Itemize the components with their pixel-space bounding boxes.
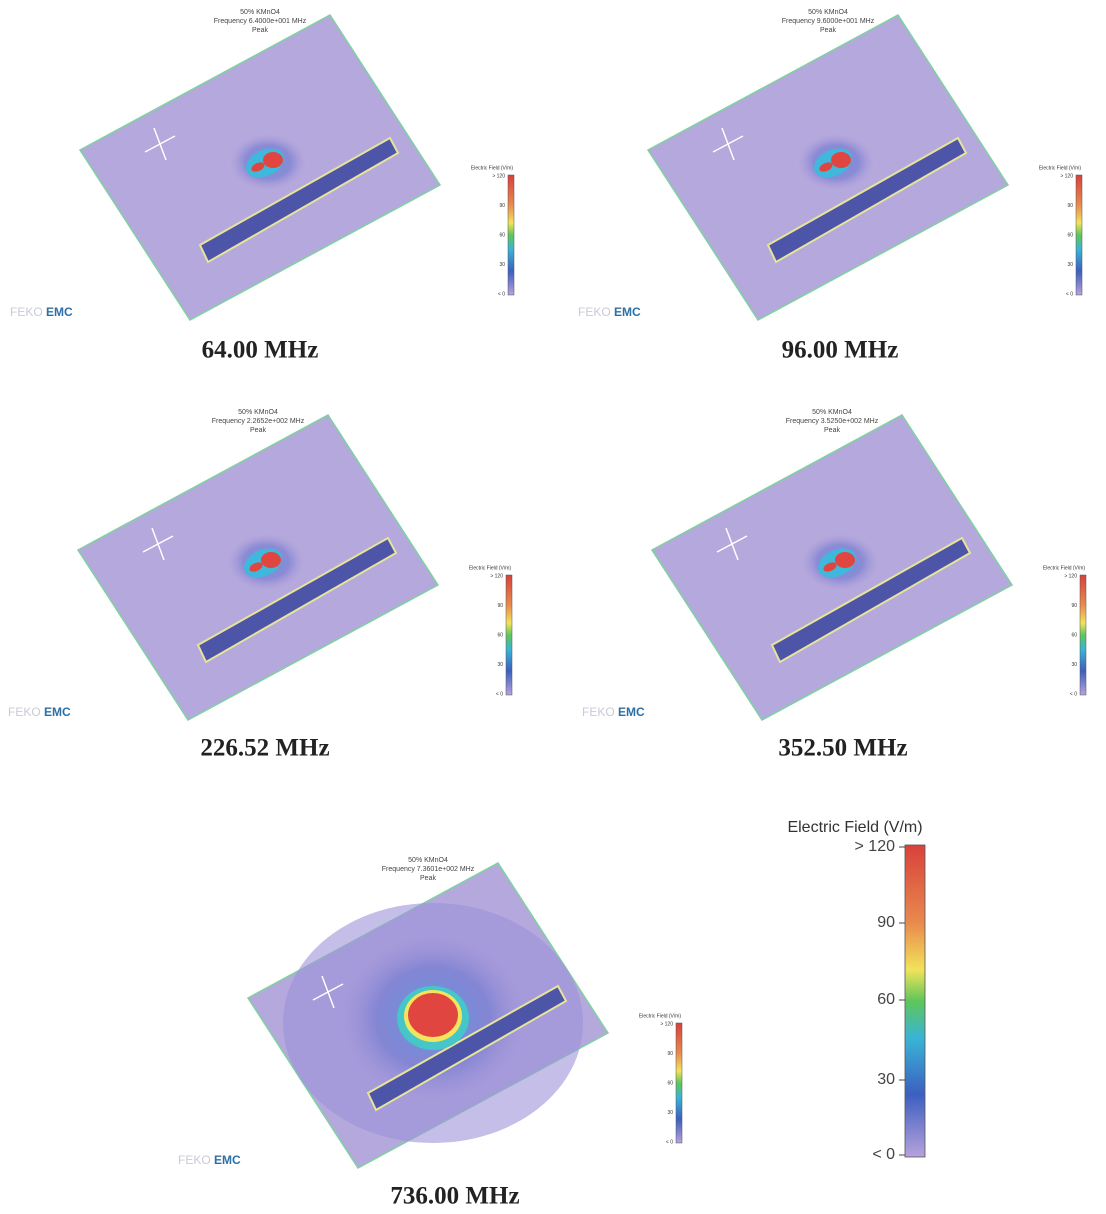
colorbar-label: 30 bbox=[499, 262, 505, 268]
axis-cross bbox=[725, 527, 739, 561]
panel-header: Peak bbox=[420, 875, 436, 882]
dielectric-bar bbox=[770, 536, 972, 664]
colorbar-label: 60 bbox=[1071, 632, 1077, 638]
axis-cross bbox=[321, 975, 335, 1009]
panel-header: Peak bbox=[820, 27, 836, 34]
caption: 736.00 MHz bbox=[390, 1183, 519, 1210]
axis-cross bbox=[153, 127, 167, 161]
logo-brand: FEKO bbox=[582, 705, 615, 719]
hotspot-red bbox=[251, 162, 265, 172]
simulation-panel: 50% KMnO4 Frequency 7.3601e+002 MHz Peak El… bbox=[178, 857, 683, 1169]
caption: 96.00 MHz bbox=[782, 337, 899, 364]
colorbar-label: > 120 bbox=[1060, 173, 1073, 179]
colorbar-label: 30 bbox=[497, 662, 503, 668]
legend-label: 60 bbox=[877, 991, 895, 1008]
legend-label: < 0 bbox=[872, 1146, 895, 1163]
colorbar-label: > 120 bbox=[492, 173, 505, 179]
panel-header: Frequency 6.4000e+001 MHz bbox=[214, 18, 307, 25]
caption: 352.50 MHz bbox=[778, 735, 907, 762]
axis-cross bbox=[721, 127, 735, 161]
colorbar-label: 90 bbox=[497, 603, 503, 609]
logo-product: EMC bbox=[618, 705, 645, 719]
legend-title: Electric Field (V/m) bbox=[787, 819, 922, 836]
simulation-panel: 50% KMnO4 Frequency 9.6000e+001 MHz Peak El… bbox=[578, 9, 1083, 321]
hotspot-red bbox=[831, 152, 851, 168]
colorbar-title: Electric Field (V/m) bbox=[471, 165, 514, 171]
panel-header: Frequency 3.5250e+002 MHz bbox=[786, 418, 879, 425]
colorbar bbox=[675, 1022, 683, 1144]
dielectric-bar bbox=[196, 536, 398, 664]
panel-header: Frequency 2.2652e+002 MHz bbox=[212, 418, 305, 425]
logo-brand: FEKO bbox=[178, 1153, 211, 1167]
dielectric-bar bbox=[366, 984, 568, 1112]
colorbar-label: 90 bbox=[1071, 603, 1077, 609]
legend-label: 90 bbox=[877, 914, 895, 931]
panel-header: Peak bbox=[824, 427, 840, 434]
colorbar-label: > 120 bbox=[1064, 573, 1077, 579]
panel-header: Frequency 9.6000e+001 MHz bbox=[782, 18, 875, 25]
hotspot-red bbox=[261, 552, 281, 568]
panel-header: Peak bbox=[252, 27, 268, 34]
colorbar-label: < 0 bbox=[498, 291, 505, 297]
hotspot-red bbox=[263, 152, 283, 168]
panel-header: Frequency 7.3601e+002 MHz bbox=[382, 866, 475, 873]
colorbar-label: > 120 bbox=[660, 1021, 673, 1027]
legend-label: > 120 bbox=[855, 838, 896, 855]
logo-product: EMC bbox=[614, 305, 641, 319]
hotspot-red bbox=[823, 562, 837, 572]
legend-label: 30 bbox=[877, 1071, 895, 1088]
colorbar-label: 30 bbox=[1071, 662, 1077, 668]
simulation-panel: 50% KMnO4 Frequency 2.2652e+002 MHz Peak El… bbox=[8, 409, 513, 721]
colorbar-label: < 0 bbox=[496, 691, 503, 697]
panel-header: 50% KMnO4 bbox=[808, 9, 848, 16]
logo-brand: FEKO bbox=[10, 305, 43, 319]
colorbar-label: < 0 bbox=[1066, 291, 1073, 297]
colorbar-label: > 120 bbox=[490, 573, 503, 579]
colorbar-label: < 0 bbox=[1070, 691, 1077, 697]
colorbar bbox=[1075, 174, 1083, 296]
hotspot-red bbox=[835, 552, 855, 568]
colorbar-title: Electric Field (V/m) bbox=[469, 565, 512, 571]
colorbar-label: 90 bbox=[1067, 203, 1073, 209]
logo-product: EMC bbox=[46, 305, 73, 319]
colorbar-label: 60 bbox=[499, 232, 505, 238]
logo-product: EMC bbox=[44, 705, 71, 719]
panel-header: Peak bbox=[250, 427, 266, 434]
colorbar-label: 60 bbox=[1067, 232, 1073, 238]
color-bar bbox=[904, 844, 926, 1158]
panel-header: 50% KMnO4 bbox=[238, 409, 278, 416]
simulation-panel: 50% KMnO4 Frequency 6.4000e+001 MHz Peak El… bbox=[10, 9, 515, 321]
colorbar-title: Electric Field (V/m) bbox=[639, 1013, 682, 1019]
logo-product: EMC bbox=[214, 1153, 241, 1167]
colorbar bbox=[507, 174, 515, 296]
colorbar-title: Electric Field (V/m) bbox=[1043, 565, 1086, 571]
dielectric-bar bbox=[198, 136, 400, 264]
colorbar-label: 60 bbox=[497, 632, 503, 638]
hotspot-red bbox=[408, 993, 458, 1037]
panel-header: 50% KMnO4 bbox=[812, 409, 852, 416]
dielectric-bar bbox=[766, 136, 968, 264]
simulation-panel: 50% KMnO4 Frequency 3.5250e+002 MHz Peak El… bbox=[582, 409, 1087, 721]
hotspot-red bbox=[249, 562, 263, 572]
panel-header: 50% KMnO4 bbox=[408, 857, 448, 864]
axis-cross bbox=[151, 527, 165, 561]
colorbar-label: < 0 bbox=[666, 1139, 673, 1145]
colorbar-label: 30 bbox=[1067, 262, 1073, 268]
logo-brand: FEKO bbox=[578, 305, 611, 319]
hotspot-red bbox=[819, 162, 833, 172]
colorbar bbox=[505, 574, 513, 696]
colorbar-label: 60 bbox=[667, 1080, 673, 1086]
colorbar-label: 90 bbox=[667, 1051, 673, 1057]
colorbar-label: 90 bbox=[499, 203, 505, 209]
colorbar-label: 30 bbox=[667, 1110, 673, 1116]
colorbar-title: Electric Field (V/m) bbox=[1039, 165, 1082, 171]
panel-header: 50% KMnO4 bbox=[240, 9, 280, 16]
caption: 64.00 MHz bbox=[202, 337, 319, 364]
logo-brand: FEKO bbox=[8, 705, 41, 719]
caption: 226.52 MHz bbox=[200, 735, 329, 762]
colorbar bbox=[1079, 574, 1087, 696]
